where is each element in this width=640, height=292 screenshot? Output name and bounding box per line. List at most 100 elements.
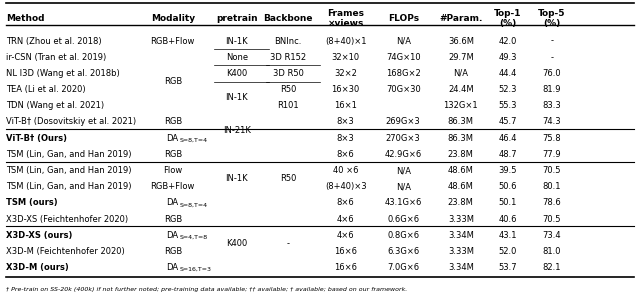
Text: 40.6: 40.6	[499, 215, 516, 224]
Text: Modality: Modality	[151, 14, 195, 23]
Text: TSM (Lin, Gan, and Han 2019): TSM (Lin, Gan, and Han 2019)	[6, 150, 132, 159]
Text: 43.1: 43.1	[499, 231, 516, 240]
Text: 7.0G×6: 7.0G×6	[387, 263, 419, 272]
Text: 3D R152: 3D R152	[270, 53, 306, 62]
Text: None: None	[226, 53, 248, 62]
Text: X3D-M (ours): X3D-M (ours)	[6, 263, 69, 272]
Text: R50: R50	[280, 85, 296, 94]
Text: 70.5: 70.5	[543, 215, 561, 224]
Text: Frames
×views: Frames ×views	[327, 9, 364, 29]
Text: 74G×10: 74G×10	[386, 53, 420, 62]
Text: X3D-XS (Feichtenhofer 2020): X3D-XS (Feichtenhofer 2020)	[6, 215, 129, 224]
Text: FLOPs: FLOPs	[388, 14, 419, 23]
Text: N/A: N/A	[396, 182, 411, 191]
Text: 86.3M: 86.3M	[448, 117, 474, 126]
Text: TDN (Wang et al. 2021): TDN (Wang et al. 2021)	[6, 101, 104, 110]
Text: 70G×30: 70G×30	[386, 85, 420, 94]
Text: 3D R50: 3D R50	[273, 69, 303, 78]
Text: RGB: RGB	[164, 77, 182, 86]
Text: 269G×3: 269G×3	[386, 117, 420, 126]
Text: 50.6: 50.6	[499, 182, 516, 191]
Text: 23.8M: 23.8M	[448, 199, 474, 207]
Text: 49.3: 49.3	[499, 53, 516, 62]
Text: 24.4M: 24.4M	[448, 85, 474, 94]
Text: 4×6: 4×6	[337, 215, 355, 224]
Text: S=16,T=3: S=16,T=3	[179, 267, 211, 272]
Text: 81.0: 81.0	[543, 247, 561, 256]
Text: IN-1K: IN-1K	[225, 93, 248, 102]
Text: ViT-B† (Ours): ViT-B† (Ours)	[6, 134, 67, 143]
Text: #Param.: #Param.	[439, 14, 483, 23]
Text: Backbone: Backbone	[263, 14, 313, 23]
Text: ViT-B† (Dosovitskiy et al. 2021): ViT-B† (Dosovitskiy et al. 2021)	[6, 117, 136, 126]
Text: 70.5: 70.5	[543, 166, 561, 175]
Text: S=4,T=8: S=4,T=8	[179, 235, 207, 240]
Text: 82.1: 82.1	[543, 263, 561, 272]
Text: 8×6: 8×6	[337, 199, 355, 207]
Text: TSM (ours): TSM (ours)	[6, 199, 58, 207]
Text: DA: DA	[166, 134, 179, 143]
Text: Top-5
(%): Top-5 (%)	[538, 9, 565, 29]
Text: 42.9G×6: 42.9G×6	[385, 150, 422, 159]
Text: 8×6: 8×6	[337, 150, 355, 159]
Text: NL I3D (Wang et al. 2018b): NL I3D (Wang et al. 2018b)	[6, 69, 120, 78]
Text: 23.8M: 23.8M	[448, 150, 474, 159]
Text: (8+40)×1: (8+40)×1	[325, 36, 366, 46]
Text: 45.7: 45.7	[499, 117, 516, 126]
Text: R50: R50	[280, 174, 296, 183]
Text: RGB: RGB	[164, 150, 182, 159]
Text: S=8,T=4: S=8,T=4	[179, 202, 207, 208]
Text: 81.9: 81.9	[543, 85, 561, 94]
Text: IN-1K: IN-1K	[225, 174, 248, 183]
Text: 39.5: 39.5	[499, 166, 516, 175]
Text: Top-1
(%): Top-1 (%)	[494, 9, 521, 29]
Text: -: -	[287, 239, 289, 248]
Text: 36.6M: 36.6M	[448, 36, 474, 46]
Text: 3.34M: 3.34M	[448, 231, 474, 240]
Text: 77.9: 77.9	[542, 150, 561, 159]
Text: 76.0: 76.0	[542, 69, 561, 78]
Text: ir-CSN (Tran et al. 2019): ir-CSN (Tran et al. 2019)	[6, 53, 107, 62]
Text: S=8,T=4: S=8,T=4	[179, 138, 207, 143]
Text: 48.6M: 48.6M	[448, 166, 474, 175]
Text: 132G×1: 132G×1	[444, 101, 478, 110]
Text: X3D-XS (ours): X3D-XS (ours)	[6, 231, 73, 240]
Text: 52.0: 52.0	[499, 247, 516, 256]
Text: TEA (Li et al. 2020): TEA (Li et al. 2020)	[6, 85, 86, 94]
Text: 73.4: 73.4	[542, 231, 561, 240]
Text: -: -	[287, 126, 289, 135]
Text: 83.3: 83.3	[542, 101, 561, 110]
Text: (8+40)×3: (8+40)×3	[324, 182, 367, 191]
Text: 80.1: 80.1	[543, 182, 561, 191]
Text: K400: K400	[226, 239, 248, 248]
Text: RGB+Flow: RGB+Flow	[150, 36, 195, 46]
Text: N/A: N/A	[396, 36, 411, 46]
Text: Flow: Flow	[163, 166, 182, 175]
Text: 29.7M: 29.7M	[448, 53, 474, 62]
Text: -: -	[550, 36, 553, 46]
Text: 8×3: 8×3	[337, 134, 355, 143]
Text: N/A: N/A	[396, 166, 411, 175]
Text: 4×6: 4×6	[337, 231, 355, 240]
Text: 42.0: 42.0	[499, 36, 516, 46]
Text: RGB+Flow: RGB+Flow	[150, 182, 195, 191]
Text: -: -	[550, 53, 553, 62]
Text: RGB: RGB	[164, 117, 182, 126]
Text: 16×1: 16×1	[334, 101, 357, 110]
Text: DA: DA	[166, 199, 179, 207]
Text: 46.4: 46.4	[499, 134, 516, 143]
Text: 48.7: 48.7	[498, 150, 517, 159]
Text: 52.3: 52.3	[499, 85, 516, 94]
Text: 0.8G×6: 0.8G×6	[387, 231, 419, 240]
Text: IN-21K: IN-21K	[223, 126, 251, 135]
Text: 53.7: 53.7	[498, 263, 517, 272]
Text: DA: DA	[166, 263, 179, 272]
Text: TSM (Lin, Gan, and Han 2019): TSM (Lin, Gan, and Han 2019)	[6, 166, 132, 175]
Text: 74.3: 74.3	[542, 117, 561, 126]
Text: 3.33M: 3.33M	[448, 215, 474, 224]
Text: Method: Method	[6, 14, 45, 23]
Text: IN-1K: IN-1K	[225, 36, 248, 46]
Text: R101: R101	[277, 101, 299, 110]
Text: 8×3: 8×3	[337, 117, 355, 126]
Text: 48.6M: 48.6M	[448, 182, 474, 191]
